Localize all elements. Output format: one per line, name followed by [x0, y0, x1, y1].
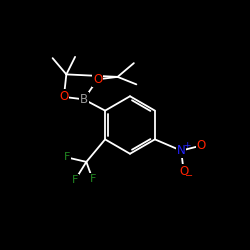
Text: O: O [179, 164, 188, 177]
Text: N: N [177, 144, 186, 157]
Text: −: − [185, 171, 193, 180]
Text: F: F [64, 152, 70, 162]
Text: O: O [59, 90, 69, 104]
Text: F: F [72, 175, 78, 185]
Text: O: O [196, 139, 206, 152]
Text: F: F [90, 174, 96, 184]
Text: O: O [93, 73, 102, 86]
Text: +: + [183, 141, 190, 150]
Text: B: B [80, 93, 88, 106]
